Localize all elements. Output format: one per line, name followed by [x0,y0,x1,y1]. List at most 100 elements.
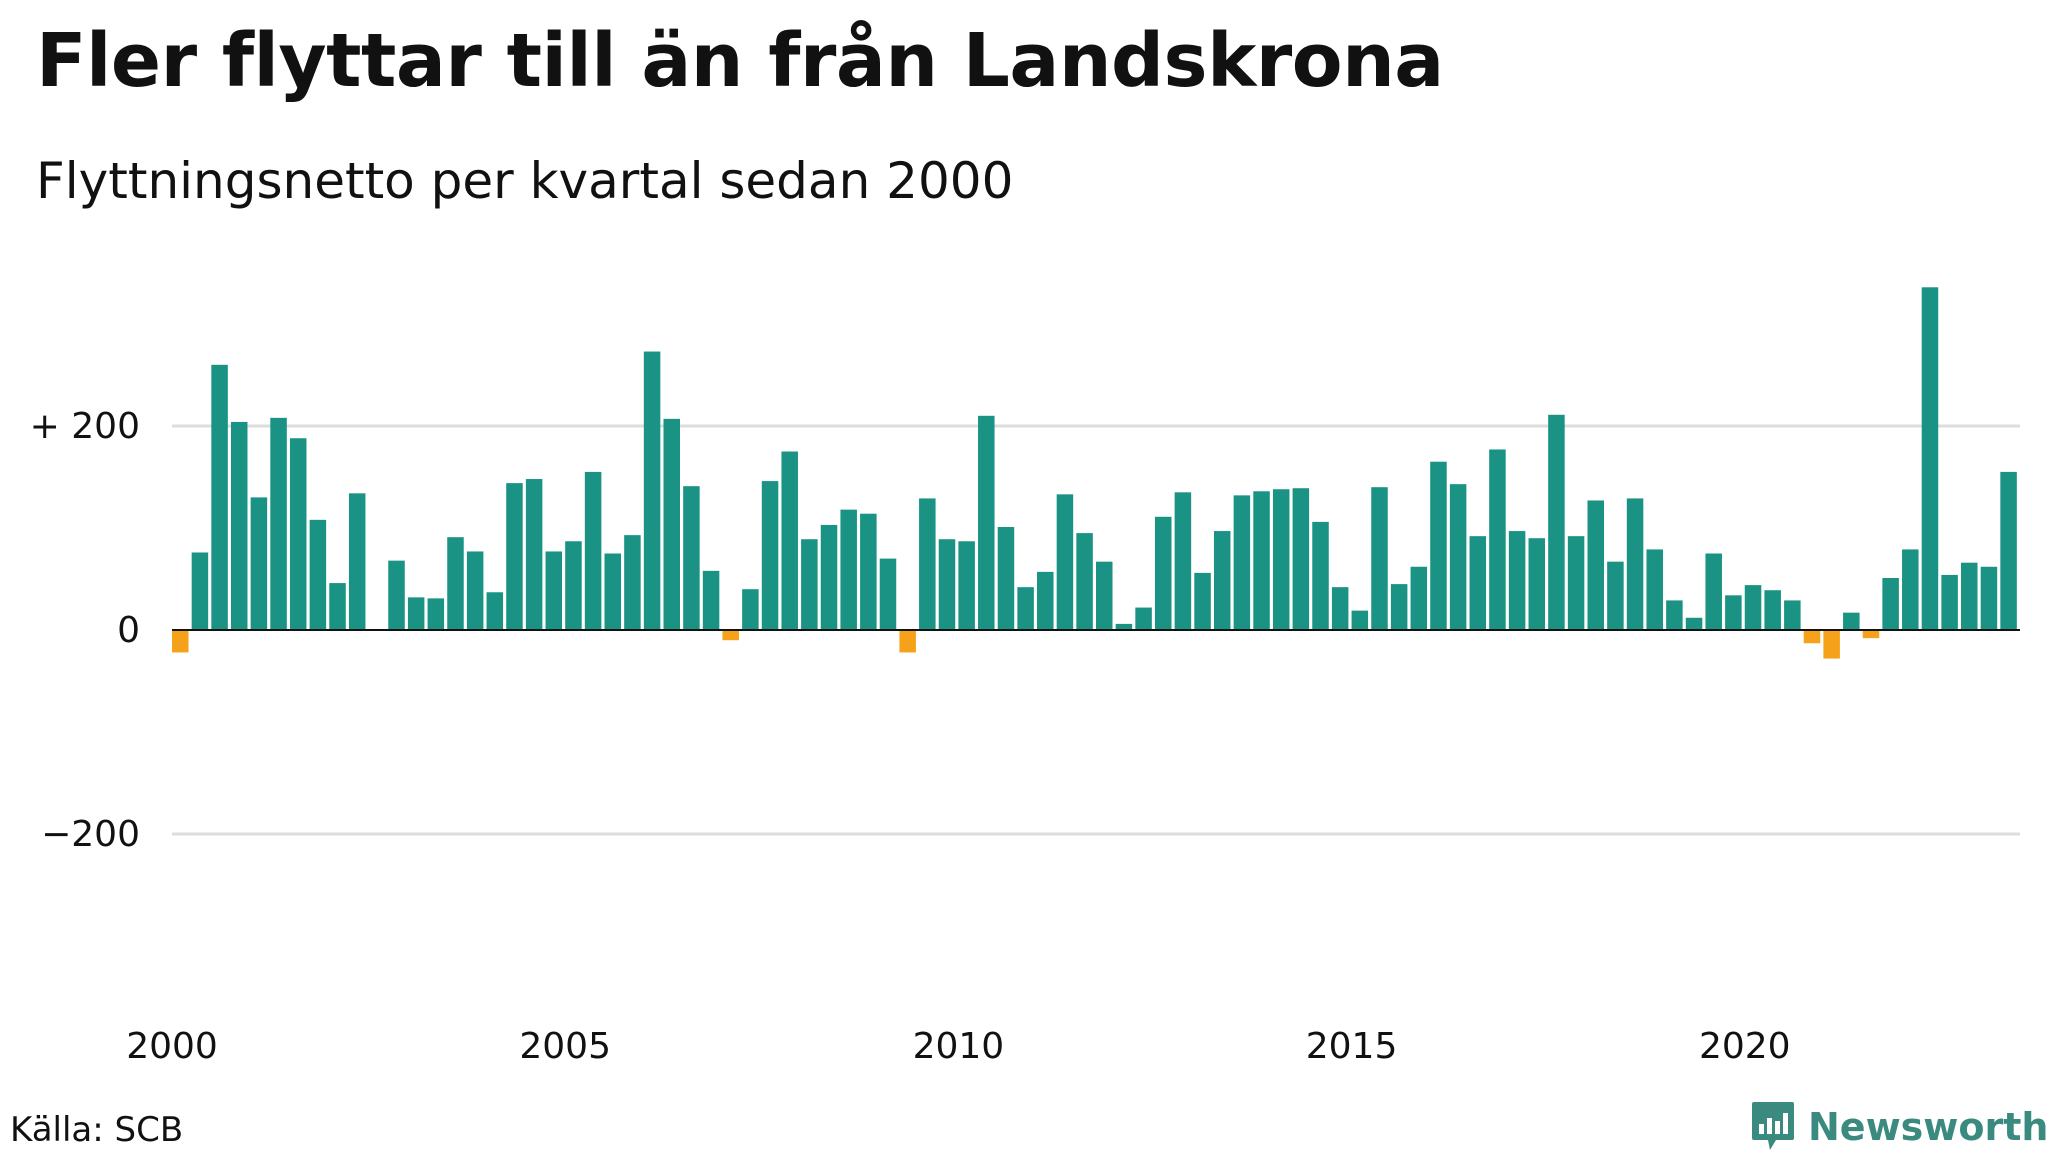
bar [466,551,484,630]
bar [879,558,897,630]
bar [624,535,641,630]
bar [722,630,739,641]
bar [1941,574,1958,630]
bar [1430,461,1447,630]
bar [1823,630,1840,659]
bar [978,415,995,630]
bar [1115,623,1133,630]
bar [1253,491,1270,630]
x-tick-label: 2000 [126,1026,218,1067]
bar [1371,487,1388,630]
bar [1666,600,1683,630]
bar [270,417,287,630]
bar [172,630,189,653]
bar [1626,498,1644,630]
bar [506,483,523,630]
bar [1331,587,1349,630]
bar [1194,572,1211,630]
bar [486,592,504,630]
x-tick-label: 2005 [519,1026,611,1067]
bar [1528,538,1546,630]
y-tick-label: −200 [41,814,140,855]
bar [545,551,563,630]
bar [1154,516,1172,630]
bar [919,498,936,630]
chart-subtitle: Flyttningsnetto per kvartal sedan 2000 [36,152,1014,210]
bar [1784,600,1801,630]
chart-title: Fler flyttar till än från Landskrona [36,18,1444,104]
bar [1469,536,1487,630]
bar [1764,590,1781,630]
bar [1096,561,1113,630]
x-tick-label: 2010 [913,1026,1005,1067]
bar [702,570,720,630]
bar [742,589,759,630]
bar [1174,492,1192,630]
bar [309,519,327,630]
bar [1587,500,1604,630]
bar [761,481,779,630]
newsworthy-icon [1752,1102,1794,1150]
source-note: Källa: SCB [10,1110,184,1150]
bar [1567,536,1585,630]
bar [1961,562,1978,630]
bar [191,552,209,630]
bar [1056,494,1074,630]
bar [1449,484,1467,630]
bar [1744,585,1762,630]
bar [1272,489,1290,630]
brand-name: Newsworthy [1808,1105,2048,1149]
bar [230,421,248,630]
bar [899,630,916,653]
bar [329,583,346,630]
bar [938,539,956,630]
bar [1843,612,1860,630]
bar [1508,531,1526,630]
bar [584,471,602,630]
bar [1725,595,1742,630]
bar [663,418,680,630]
bar [1902,549,1919,630]
bar [348,493,366,630]
bar [1312,521,1329,630]
bar [1862,630,1880,639]
bar [1548,414,1565,630]
bar [289,438,307,630]
bar [1705,553,1722,630]
bar [1076,533,1093,630]
bar [840,509,857,630]
bar [525,479,543,630]
bar [1921,287,1939,630]
bar [604,553,622,630]
bar [997,526,1015,630]
y-tick-label: + 200 [30,406,140,447]
bar [1489,449,1506,630]
bar [1980,566,1998,630]
bar [2000,471,2017,630]
bar [781,451,798,630]
bar [1292,488,1310,630]
bar [1410,566,1428,630]
bar [1351,610,1369,630]
y-tick-label: 0 [117,610,140,651]
bar [447,537,464,630]
bar [1037,571,1054,630]
bar [683,486,700,630]
bar [1390,584,1408,630]
bar [1685,617,1703,630]
bar [820,524,838,630]
bar [1607,561,1624,630]
newsworthy-logo: Newsworthy [1750,1100,2048,1154]
bar [643,351,661,630]
bar [1233,495,1251,630]
bar [388,560,405,630]
bar [250,497,268,630]
bar [801,539,818,630]
bar [860,513,877,630]
bar [407,597,425,630]
x-tick-label: 2015 [1306,1026,1398,1067]
bar [565,541,582,630]
bar [1135,607,1152,630]
bar [211,364,228,630]
